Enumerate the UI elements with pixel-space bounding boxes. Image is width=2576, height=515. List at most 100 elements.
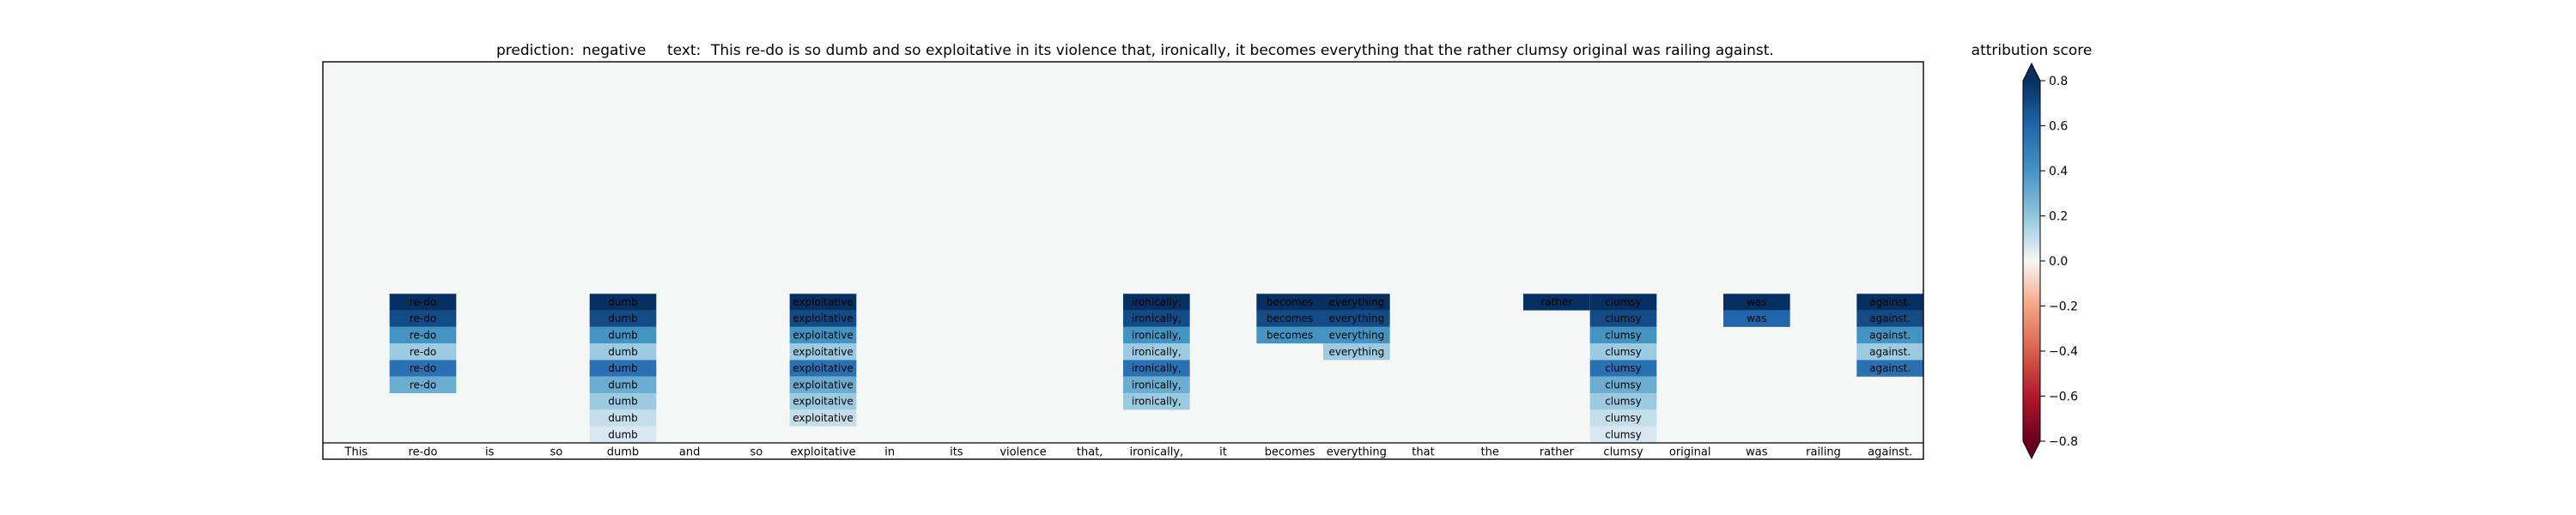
attribution-cell-label: re-do — [410, 346, 436, 358]
attribution-cell-label: becomes — [1267, 330, 1313, 342]
attribution-cell — [589, 360, 657, 377]
attribution-cell — [1589, 310, 1657, 327]
attribution-cell — [1723, 310, 1790, 327]
attribution-cell — [1323, 343, 1390, 360]
attribution-cell — [589, 294, 657, 311]
attribution-cell-label: clumsy — [1605, 346, 1642, 358]
colorbar-extend-bottom — [2023, 441, 2040, 458]
attribution-cell — [589, 310, 657, 327]
attribution-cell-label: dumb — [608, 330, 638, 342]
token-label: was — [1746, 446, 1768, 459]
attribution-cell — [1323, 310, 1390, 327]
attribution-cell-label: dumb — [608, 396, 638, 408]
attribution-cell — [389, 294, 457, 311]
attribution-cell-label: exploitative — [793, 396, 853, 408]
token-label: clumsy — [1603, 446, 1643, 459]
attribution-cell-label: everything — [1328, 296, 1384, 308]
attribution-cell-label: exploitative — [793, 346, 853, 358]
attribution-cell — [589, 426, 657, 443]
token-label: is — [485, 446, 495, 459]
attribution-cell — [1123, 310, 1190, 327]
colorbar-tick-label: 0.2 — [2049, 210, 2068, 224]
plot-frame — [322, 61, 1924, 460]
attribution-cell — [1589, 343, 1657, 360]
attribution-cell-label: clumsy — [1605, 428, 1642, 440]
attribution-cell-label: becomes — [1267, 296, 1313, 308]
attribution-cell-label: against. — [1869, 346, 1911, 358]
colorbar-tick-label: −0.2 — [2049, 300, 2078, 314]
token-label: violence — [999, 446, 1046, 459]
attribution-cell-label: dumb — [608, 379, 638, 391]
attribution-cell — [389, 376, 457, 394]
token-label: and — [679, 446, 700, 459]
attribution-cell-label: clumsy — [1605, 412, 1642, 424]
attribution-cell — [1123, 294, 1190, 311]
attribution-cell-label: was — [1747, 312, 1766, 324]
attribution-cell-label: clumsy — [1605, 362, 1642, 374]
token-label: in — [884, 446, 895, 459]
attribution-cell — [589, 343, 657, 360]
attribution-cell — [1256, 326, 1323, 344]
attribution-cell — [1523, 294, 1590, 311]
token-label: it — [1219, 446, 1227, 459]
attribution-cell-label: exploitative — [793, 362, 853, 374]
attribution-cell — [389, 343, 457, 360]
attribution-cell-label: clumsy — [1605, 330, 1642, 342]
attribution-cell-label: everything — [1328, 346, 1384, 358]
attribution-cell-label: re-do — [410, 330, 436, 342]
attribution-cell — [1856, 360, 1923, 377]
colorbar-extend-top — [2023, 64, 2040, 81]
attribution-cell-label: ironically, — [1132, 346, 1182, 358]
token-label: original — [1669, 446, 1711, 459]
attribution-cell-label: was — [1747, 296, 1766, 308]
colorbar-title: attribution score — [1971, 42, 2093, 59]
token-label: so — [750, 446, 762, 459]
attribution-cell — [589, 393, 657, 410]
attribution-cell-label: ironically, — [1132, 312, 1182, 324]
attribution-cell-label: becomes — [1267, 312, 1313, 324]
token-label: against. — [1868, 446, 1912, 459]
attribution-cell-label: dumb — [608, 412, 638, 424]
attribution-cell — [589, 409, 657, 427]
colorbar-tick-label: −0.6 — [2049, 391, 2078, 404]
token-label: railing — [1806, 446, 1841, 459]
token-label: This — [344, 446, 368, 459]
attribution-cell — [389, 360, 457, 377]
attribution-cell — [1123, 376, 1190, 394]
attribution-cell — [1123, 360, 1190, 377]
attribution-cell — [1589, 376, 1657, 394]
attribution-cell — [1856, 326, 1923, 344]
attribution-cell — [1589, 393, 1657, 410]
attribution-cell-label: ironically, — [1132, 330, 1182, 342]
attribution-cell — [1589, 426, 1657, 443]
token-label: re-do — [409, 446, 438, 459]
colorbar-tick-label: 0.4 — [2049, 165, 2068, 179]
token-label: rather — [1540, 446, 1575, 459]
attribution-cell-label: ironically, — [1132, 396, 1182, 408]
attribution-cell — [789, 326, 857, 344]
attribution-cell-label: re-do — [410, 362, 436, 374]
attribution-cell — [789, 310, 857, 327]
chart-title: prediction: negative text: This re-do is… — [496, 42, 1774, 59]
attribution-cell-label: exploitative — [793, 330, 853, 342]
token-label: everything — [1327, 446, 1387, 459]
attribution-cell-label: everything — [1328, 330, 1384, 342]
attribution-cell — [789, 376, 857, 394]
attribution-cell-label: exploitative — [793, 312, 853, 324]
attribution-cell — [589, 326, 657, 344]
colorbar-tick-label: 0.0 — [2049, 255, 2068, 269]
prediction-label: prediction: — [496, 42, 574, 59]
colorbar: attribution score 0.8 0.6 0.4 0.2 0.0 −0.2 −0.… — [1971, 42, 2093, 460]
attribution-cell-label: dumb — [608, 312, 638, 324]
attribution-cell-label: exploitative — [793, 379, 853, 391]
text-label: text: — [667, 42, 701, 59]
colorbar-ticks: 0.8 0.6 0.4 0.2 0.0 −0.2 −0.4 −0.6 −0.8 — [2040, 75, 2078, 449]
attribution-cell — [1723, 294, 1790, 311]
attribution-cell-label: ironically, — [1132, 362, 1182, 374]
token-label: that — [1412, 446, 1434, 459]
attribution-cell — [1123, 393, 1190, 410]
attribution-cell-label: clumsy — [1605, 312, 1642, 324]
text-value: This re-do is so dumb and so exploitativ… — [710, 42, 1774, 59]
token-label: dumb — [607, 446, 639, 459]
